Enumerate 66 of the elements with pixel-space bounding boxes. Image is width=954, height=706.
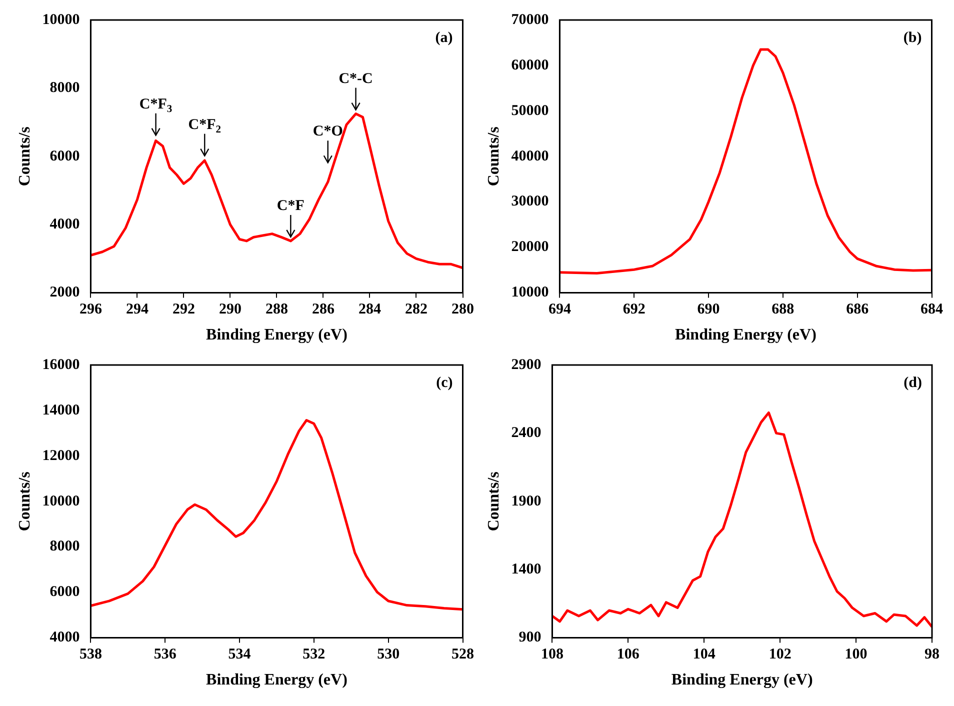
annotation: (a) <box>435 30 453 46</box>
x-tick-label: 286 <box>312 302 335 318</box>
y-tick-label: 12000 <box>42 448 80 464</box>
y-tick-label: 2900 <box>511 356 542 373</box>
x-axis-title: Binding Energy (eV) <box>671 672 813 689</box>
y-tick-label: 8000 <box>50 80 80 96</box>
annotation: (d) <box>904 375 922 391</box>
x-tick-label: 532 <box>302 646 326 663</box>
x-tick-label: 528 <box>452 646 474 663</box>
x-axis-title: Binding Energy (eV) <box>206 672 348 689</box>
annotation: C*F <box>276 198 304 214</box>
x-tick-label: 288 <box>265 302 288 318</box>
x-tick-label: 692 <box>622 302 646 318</box>
y-tick-label: 10000 <box>42 12 80 28</box>
y-tick-label: 4000 <box>50 216 80 232</box>
x-tick-label: 282 <box>404 302 428 318</box>
y-tick-label: 50000 <box>511 102 549 119</box>
y-tick-label: 2000 <box>50 284 80 301</box>
x-tick-label: 536 <box>154 646 177 663</box>
x-tick-label: 684 <box>920 302 944 318</box>
x-tick-label: 290 <box>218 302 242 318</box>
y-axis-title: Counts/s <box>16 472 34 532</box>
x-tick-label: 694 <box>548 302 572 318</box>
x-tick-label: 530 <box>377 646 400 663</box>
x-tick-label: 294 <box>126 302 149 318</box>
x-tick-label: 108 <box>540 646 564 663</box>
annotation: (c) <box>436 375 453 391</box>
x-tick-label: 534 <box>228 646 252 663</box>
y-tick-label: 900 <box>518 630 542 646</box>
y-tick-label: 2400 <box>511 425 542 442</box>
x-tick-label: 538 <box>79 646 102 663</box>
y-tick-label: 40000 <box>511 148 549 164</box>
y-tick-label: 1400 <box>511 561 542 578</box>
x-tick-label: 292 <box>172 302 195 318</box>
y-tick-label: 6000 <box>50 584 80 600</box>
x-tick-label: 100 <box>844 646 868 663</box>
annotation: C*O <box>312 124 343 140</box>
y-axis-title: Counts/s <box>16 126 34 186</box>
y-tick-label: 10000 <box>42 493 80 510</box>
y-axis-title: Counts/s <box>486 126 503 186</box>
y-tick-label: 10000 <box>511 284 549 301</box>
x-tick-label: 106 <box>616 646 640 663</box>
y-tick-label: 14000 <box>42 402 80 418</box>
x-axis-title: Binding Energy (eV) <box>675 326 816 344</box>
y-tick-label: 30000 <box>511 194 549 210</box>
y-tick-label: 60000 <box>511 57 549 74</box>
x-tick-label: 98 <box>924 646 940 663</box>
x-tick-label: 690 <box>697 302 720 318</box>
y-tick-label: 1900 <box>511 493 542 510</box>
x-tick-label: 104 <box>692 646 716 663</box>
y-tick-label: 6000 <box>50 148 80 164</box>
y-tick-label: 16000 <box>42 356 80 373</box>
y-tick-label: 4000 <box>50 630 80 646</box>
y-tick-label: 70000 <box>511 12 549 28</box>
x-tick-label: 296 <box>79 302 102 318</box>
x-tick-label: 686 <box>846 302 870 318</box>
y-axis-title: Counts/s <box>486 472 503 532</box>
x-tick-label: 280 <box>452 302 474 318</box>
annotation: C*-C <box>338 70 373 87</box>
annotation: (b) <box>903 30 922 46</box>
y-tick-label: 20000 <box>511 239 549 256</box>
x-tick-label: 284 <box>358 302 382 318</box>
x-axis-title: Binding Energy (eV) <box>206 326 348 344</box>
x-tick-label: 688 <box>772 302 794 318</box>
x-tick-label: 102 <box>768 646 792 663</box>
y-tick-label: 8000 <box>50 538 80 555</box>
